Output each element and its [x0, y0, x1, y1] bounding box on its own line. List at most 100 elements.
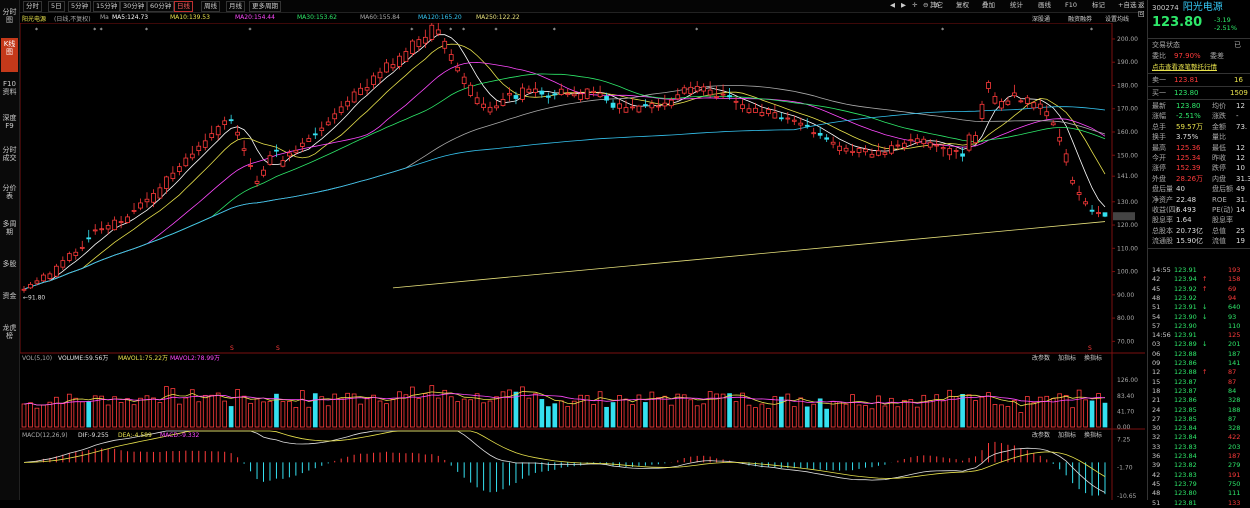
candle[interactable] [66, 251, 72, 263]
candle[interactable] [338, 101, 344, 116]
candle[interactable] [999, 98, 1004, 111]
period-tab-2[interactable]: 5分钟 [68, 1, 92, 12]
candle[interactable] [681, 84, 687, 95]
candle[interactable] [215, 124, 221, 141]
candle[interactable] [131, 202, 137, 215]
candle[interactable] [47, 271, 53, 281]
legend-link-1[interactable]: 融资融券 [1068, 16, 1093, 23]
candle[interactable] [125, 213, 130, 224]
candle[interactable] [1057, 128, 1063, 146]
candle[interactable] [507, 87, 512, 102]
left-tab-9[interactable]: 龙虎榜 [2, 324, 17, 340]
candle[interactable] [798, 117, 804, 131]
candle[interactable] [914, 134, 920, 146]
period-tab-3[interactable]: 15分钟 [93, 1, 121, 12]
candle[interactable] [1076, 185, 1082, 201]
candle[interactable] [895, 140, 901, 150]
candle[interactable] [79, 240, 85, 252]
toolbar-item-8[interactable]: 返回 [1138, 1, 1145, 18]
candle[interactable] [552, 89, 558, 100]
candle[interactable] [694, 81, 700, 94]
kline-chart[interactable]: 200.00 190.00 180.00 170.00 160.00 150.00 141.… [20, 23, 1145, 500]
candle[interactable] [604, 92, 609, 104]
period-tab-7[interactable]: 周线 [201, 1, 220, 12]
candle[interactable] [772, 105, 778, 119]
candle[interactable] [274, 144, 279, 158]
event-marker[interactable]: * [695, 27, 698, 34]
candle[interactable] [1044, 105, 1050, 120]
candle[interactable] [28, 282, 33, 290]
candle[interactable] [668, 97, 674, 109]
candle[interactable] [351, 88, 357, 104]
candle[interactable] [610, 99, 616, 110]
candle[interactable] [118, 215, 124, 229]
macd-link-2[interactable]: 换指标 [1084, 431, 1102, 439]
left-tab-4[interactable]: 分时成交 [2, 146, 17, 162]
candle[interactable] [312, 127, 318, 139]
candle[interactable] [164, 175, 169, 194]
candle[interactable] [209, 125, 215, 141]
candle[interactable] [1089, 205, 1095, 215]
candle[interactable] [222, 116, 228, 130]
candle[interactable] [908, 133, 914, 147]
candle[interactable] [707, 81, 713, 98]
event-marker[interactable]: * [1090, 27, 1093, 34]
period-tab-8[interactable]: 月线 [226, 1, 245, 12]
candle[interactable] [319, 121, 325, 137]
candle[interactable] [358, 83, 363, 96]
candle[interactable] [397, 52, 402, 70]
candle[interactable] [779, 112, 784, 122]
candle[interactable] [254, 175, 260, 187]
toolbar-item-4[interactable]: 画线 [1038, 1, 1051, 9]
toolbar-icon-4[interactable]: ⊕ [934, 1, 940, 9]
candle[interactable] [1070, 176, 1075, 186]
candle[interactable] [1012, 84, 1017, 99]
left-tab-2[interactable]: F10资料 [2, 80, 17, 96]
candle[interactable] [183, 153, 189, 168]
candle[interactable] [73, 248, 79, 260]
toolbar-item-0[interactable]: 其它 [930, 1, 943, 9]
candle[interactable] [468, 82, 473, 98]
candle[interactable] [345, 96, 350, 111]
event-marker[interactable]: * [145, 27, 148, 34]
candle[interactable] [442, 38, 448, 54]
candle[interactable] [1037, 99, 1043, 116]
toolbar-item-3[interactable]: 统计 [1010, 1, 1023, 9]
candle[interactable] [248, 158, 253, 170]
candle[interactable] [824, 134, 830, 143]
candle[interactable] [934, 139, 940, 153]
candle[interactable] [99, 221, 105, 234]
candle[interactable] [688, 81, 694, 97]
candle[interactable] [837, 141, 842, 155]
candle[interactable] [267, 151, 273, 166]
candle[interactable] [986, 80, 991, 93]
candle[interactable] [1050, 120, 1056, 127]
candle[interactable] [280, 155, 286, 168]
candle[interactable] [455, 62, 461, 73]
event-marker[interactable]: * [410, 27, 413, 34]
candle[interactable] [649, 99, 655, 114]
candle[interactable] [325, 117, 331, 126]
candle[interactable] [1096, 205, 1101, 218]
candle[interactable] [157, 183, 163, 199]
event-marker[interactable]: * [462, 27, 465, 34]
candle[interactable] [869, 148, 875, 158]
candle[interactable] [21, 285, 27, 293]
orderbook-banner[interactable]: 点击查看逐笔整托行情 [1152, 63, 1217, 71]
candle[interactable] [435, 23, 441, 37]
candle[interactable] [617, 99, 622, 114]
candle[interactable] [921, 136, 927, 148]
candle[interactable] [759, 103, 765, 117]
candle[interactable] [1024, 95, 1030, 108]
left-tab-3[interactable]: 深度F9 [2, 114, 17, 130]
left-tab-8[interactable]: 资金 [2, 292, 17, 300]
candle[interactable] [34, 277, 40, 286]
candle[interactable] [746, 103, 752, 114]
candle[interactable] [882, 146, 888, 158]
candle[interactable] [332, 108, 338, 124]
candle[interactable] [597, 85, 603, 99]
candle[interactable] [766, 107, 771, 117]
toolbar-item-6[interactable]: 标记 [1092, 1, 1105, 9]
candle[interactable] [940, 144, 946, 157]
candle[interactable] [1018, 98, 1024, 104]
